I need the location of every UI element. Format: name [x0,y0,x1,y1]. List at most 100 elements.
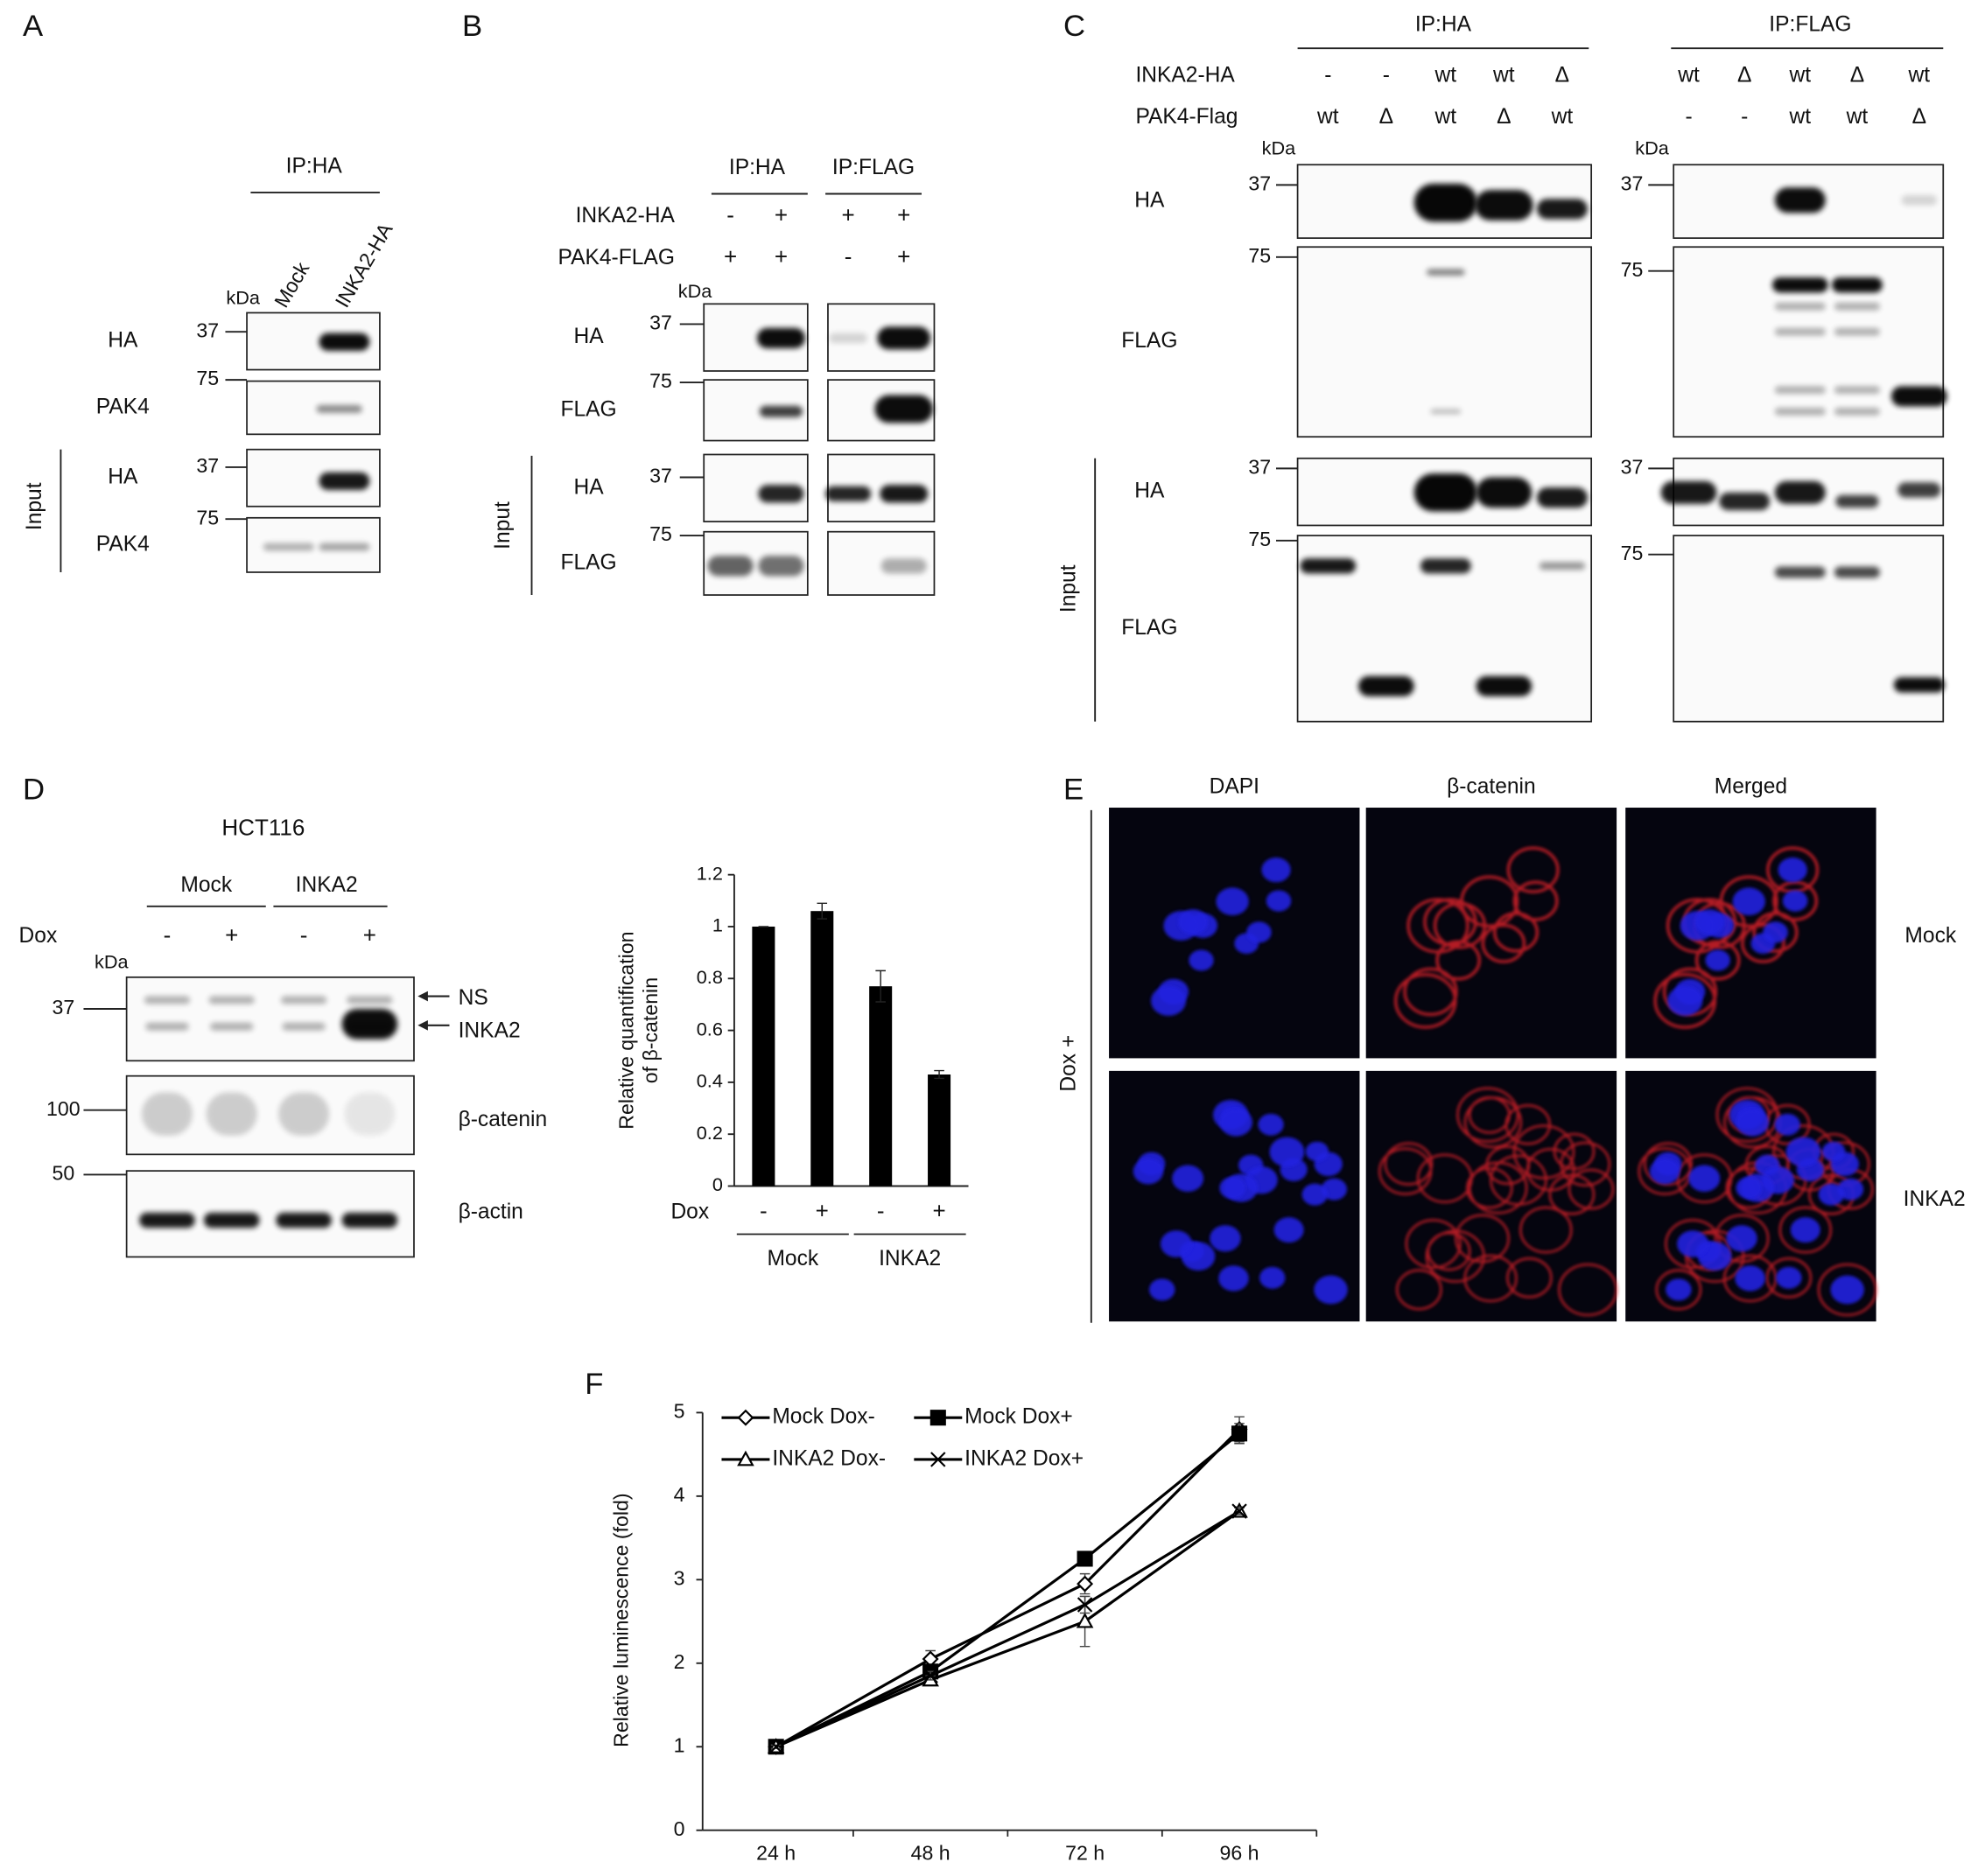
row-label: β-catenin [459,1108,548,1131]
dox-label: Dox [19,924,58,948]
x-tick-label: + [932,1198,945,1224]
blot-band [341,1009,398,1040]
blot-band [282,1022,326,1031]
nucleus [1273,1217,1304,1243]
blot-band [1831,276,1883,293]
kda-marker: 37 [196,318,219,341]
nucleus [1246,921,1272,943]
blot-band [1774,566,1826,578]
blot-band [1774,480,1826,504]
nucleus [1148,1278,1175,1301]
y-tick-label: 1 [712,914,723,936]
nucleus [1178,909,1209,935]
x-tick-label: 72 h [1065,1841,1105,1864]
membrane-stain [1393,846,1560,1030]
error-bar [934,1069,944,1080]
blot-band [144,996,190,1004]
column-label: β-catenin [1447,774,1536,798]
blot-band [142,1092,193,1136]
blot-frame [1296,246,1593,438]
blot-band [1774,327,1826,336]
blot-band [1774,386,1826,395]
condition-label: INKA2-HA [576,204,676,228]
nucleus [1726,1225,1757,1252]
row-label: HA [574,325,605,348]
y-axis-title: Relative quantificationof β-catenin [615,931,662,1129]
blot-band [145,1022,189,1031]
condition-sign: + [225,921,238,948]
blot-band [1476,477,1533,508]
error-bar [817,902,828,920]
kda-label: kDa [95,951,130,973]
column-label: Merged [1715,774,1787,798]
blot-band [1901,194,1938,206]
nucleus [1649,1158,1680,1185]
blot-band [1536,487,1588,508]
condition-value: Δ [1737,63,1751,87]
x-tick-label: - [760,1198,768,1224]
micrograph [1625,808,1876,1059]
blot-band [1536,199,1588,220]
nucleus [1266,890,1292,912]
blot-band [829,332,867,344]
arrow-head [417,1020,428,1031]
kda-label: kDa [1635,137,1670,159]
nucleus [1782,890,1808,912]
y-axis-title: Relative luminescence (fold) [610,1493,633,1746]
y-tick-label: 3 [674,1566,685,1589]
condition-sign: + [775,201,788,228]
blot-band [756,327,805,348]
blot-band [880,485,929,503]
condition-value: Δ [1555,63,1569,87]
input-label: Input [491,501,515,550]
blot-band [1834,302,1880,311]
membrane-stain [1378,1087,1618,1317]
x-axis-title: Dox [670,1200,709,1223]
blot-band [1774,407,1826,416]
bar [928,1074,951,1186]
y-tick-label: 4 [674,1483,685,1506]
bar [869,986,893,1186]
condition-value: wt [1551,105,1574,129]
group-label: INKA2 [879,1247,941,1270]
kda-label: kDa [678,280,713,302]
point-marker [922,1668,938,1684]
row-label: INKA2 [1904,1187,1966,1211]
blot-frame [1673,535,1945,723]
x-tick-label: 96 h [1220,1841,1259,1864]
condition-label: PAK4-FLAG [558,246,675,270]
bar [810,911,834,1186]
blot-band [1413,473,1477,512]
blot-band [874,395,934,424]
nucleus [1216,887,1249,916]
condition-value: wt [1492,63,1515,87]
condition-value: Δ [1497,105,1511,129]
condition-value: wt [1434,105,1457,129]
nucleus [1133,1158,1164,1185]
condition-sign: - [726,201,734,228]
kda-marker: 37 [52,996,74,1018]
blot-band [1834,386,1880,395]
blot-band [319,472,370,490]
condition-value: wt [1434,63,1457,87]
panel-label: B [462,10,482,43]
condition-value: wt [1316,105,1339,129]
blot-band [758,556,804,577]
blot-band [1772,276,1828,293]
legend-label: Mock Dox+ [964,1405,1073,1429]
nucleus [1735,1265,1765,1292]
kda-marker: 75 [1621,258,1644,281]
panel-label: F [585,1368,603,1401]
y-tick-label: 2 [674,1650,685,1673]
nucleus [1830,1275,1864,1305]
y-tick-label: 1.2 [697,862,723,884]
ip-header: IP:HA [729,156,786,179]
ip-header: IP:FLAG [1769,13,1851,37]
nucleus [1677,1230,1709,1257]
nucleus [1172,1165,1204,1193]
kda-marker: 100 [46,1097,81,1120]
blot-band [347,996,393,1004]
panel-label: C [1063,10,1085,43]
